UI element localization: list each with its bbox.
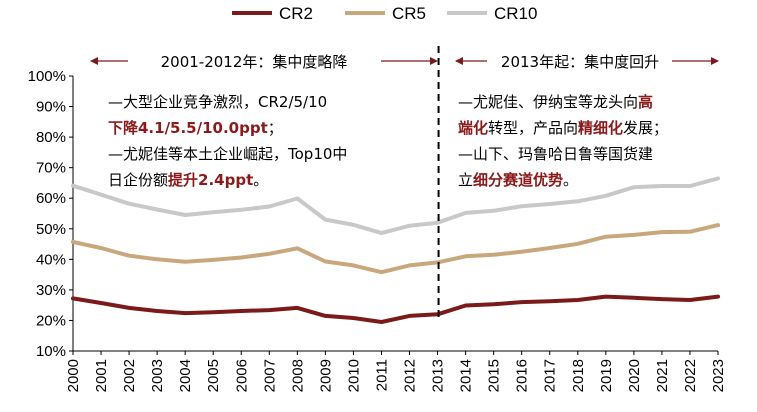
highlight-text: 细分赛道优势 <box>473 171 563 189</box>
x-tick-label: 2023 <box>710 359 727 392</box>
y-tick-label: 90% <box>36 99 66 116</box>
highlight-text: 提升2.4ppt <box>168 171 253 189</box>
x-tick-label: 2021 <box>654 359 671 392</box>
left-annotation-line: —大型企业竞争激烈，CR2/5/10 <box>108 93 327 111</box>
annotation-text: 。 <box>253 171 268 189</box>
annotation-text: 日企份额 <box>108 171 168 189</box>
annotation-text: —大型企业竞争激烈，CR2/5/10 <box>108 93 327 111</box>
x-tick-label: 2012 <box>402 359 419 392</box>
legend-label-cr10: CR10 <box>494 4 537 23</box>
y-tick-label: 10% <box>36 343 66 360</box>
left-annotation-line: —尤妮佳等本土企业崛起，Top10中 <box>108 145 347 163</box>
x-tick-label: 2005 <box>205 359 222 392</box>
annotation-text: 。 <box>563 171 578 189</box>
x-tick-label: 2016 <box>514 359 531 392</box>
y-tick-label: 30% <box>36 282 66 299</box>
x-tick-label: 2002 <box>121 359 138 392</box>
highlight-text: 精细化 <box>578 119 623 137</box>
annotation-text: 转型，产品向 <box>488 119 578 137</box>
legend-label-cr5: CR5 <box>392 4 426 23</box>
series-line-cr2 <box>71 294 720 324</box>
right-header-text: 2013年起：集中度回升 <box>501 53 659 71</box>
legend-label-cr2: CR2 <box>279 4 313 23</box>
x-tick-label: 2009 <box>317 359 334 392</box>
x-tick-label: 2010 <box>345 359 362 392</box>
right-annotation-line: 端化转型，产品向精细化发展； <box>458 119 668 137</box>
x-tick-label: 2013 <box>430 359 447 392</box>
series-line-cr10 <box>71 176 720 236</box>
left-annotation-line: 日企份额提升2.4ppt。 <box>108 171 268 189</box>
legend: CR2 CR5 CR10 <box>232 4 537 23</box>
axes: 10% 20% 30% 40% 50% 60% 70% 80% 90% 100% 2000 2001 2… <box>28 68 727 392</box>
x-tick-label: 2011 <box>373 359 390 391</box>
annotation-text: ； <box>268 119 283 137</box>
y-tick-label: 50% <box>36 221 66 238</box>
annotation-text: —尤妮佳、伊纳宝等龙头向 <box>458 93 638 111</box>
right-annotation-line: —山下、玛鲁哈日鲁等国货建 <box>458 145 653 163</box>
right-annotation-line: 立细分赛道优势。 <box>458 171 578 189</box>
annotation-text: —山下、玛鲁哈日鲁等国货建 <box>458 145 653 163</box>
left-header-text: 2001-2012年：集中度略降 <box>161 53 348 71</box>
series-line-cr5 <box>71 223 720 275</box>
x-tick-label: 2006 <box>233 359 250 392</box>
x-tick-label: 2018 <box>570 359 587 392</box>
highlight-text: 高 <box>638 93 653 111</box>
y-tick-label: 40% <box>36 251 66 268</box>
annotation-text: 立 <box>458 171 473 189</box>
annotation-text: —尤妮佳等本土企业崛起，Top10中 <box>108 145 347 163</box>
x-tick-label: 2020 <box>626 359 643 392</box>
x-tick-label: 2019 <box>598 359 615 392</box>
x-tick-label: 2007 <box>261 359 278 392</box>
x-tick-label: 2004 <box>177 359 194 392</box>
x-tick-label: 2008 <box>289 359 306 392</box>
x-tick-label: 2015 <box>486 359 503 392</box>
y-tick-label: 70% <box>36 160 66 177</box>
annotation-text: 发展； <box>623 119 668 137</box>
x-tick-label: 2001 <box>93 359 110 392</box>
x-tick-label: 2017 <box>542 359 559 392</box>
left-annotation-line: 下降4.1/5.5/10.0ppt； <box>108 119 283 137</box>
highlight-text: 下降4.1/5.5/10.0ppt <box>108 119 268 137</box>
highlight-text: 端化 <box>458 119 488 137</box>
y-tick-label: 20% <box>36 312 66 329</box>
y-tick-label: 80% <box>36 129 66 146</box>
x-tick-label: 2003 <box>149 359 166 392</box>
y-tick-label: 100% <box>28 68 66 85</box>
y-tick-label: 60% <box>36 190 66 207</box>
x-tick-label: 2000 <box>65 359 82 392</box>
x-tick-label: 2022 <box>682 359 699 392</box>
x-tick-label: 2014 <box>458 359 475 392</box>
series-layer <box>71 176 720 324</box>
right-annotation-line: —尤妮佳、伊纳宝等龙头向高 <box>458 93 653 111</box>
annotation-layer: 2001-2012年：集中度略降 2013年起：集中度回升 —大型企业竞争激烈，CR… <box>90 46 719 318</box>
